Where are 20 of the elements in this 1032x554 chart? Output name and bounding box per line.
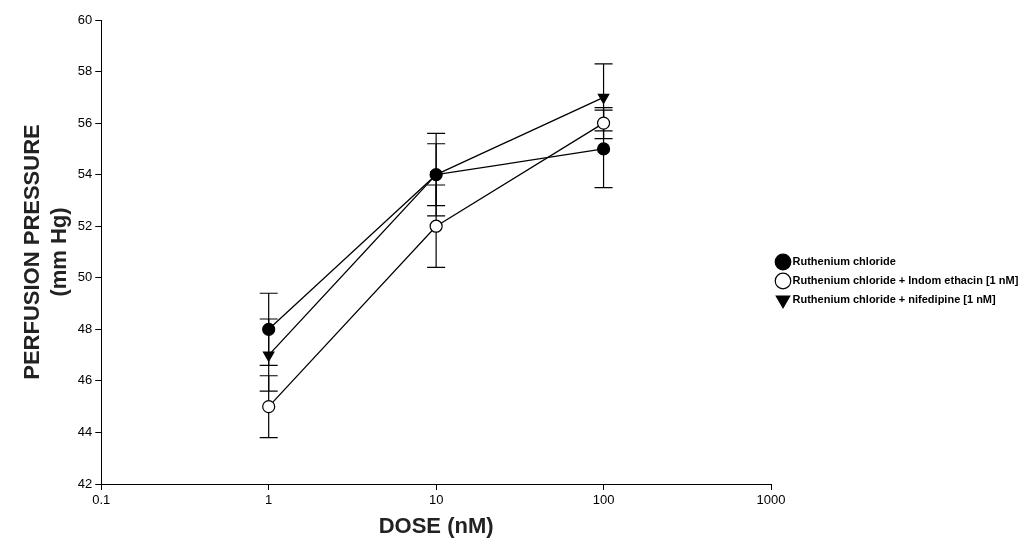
- y-tick-label: 44: [77, 424, 93, 440]
- legend-label: Ruthenium chloride + Indom ethacin [1 nM]: [792, 274, 1019, 287]
- y-tick-label: 42: [77, 475, 93, 491]
- x-tick-label: 1: [265, 492, 273, 508]
- legend-label: Ruthenium chloride + nifedipine [1 nM]: [792, 293, 997, 306]
- y-tick-label: 52: [77, 217, 93, 233]
- x-tick-label: 0.1: [92, 492, 111, 508]
- y-tick-label: 54: [77, 166, 93, 182]
- y-tick-label: 46: [77, 372, 93, 388]
- y-tick-label: 60: [77, 11, 93, 27]
- legend-label: Ruthenium chloride: [792, 255, 896, 268]
- x-axis-title: DOSE (nM): [378, 512, 494, 538]
- x-tick-label: 1000: [756, 492, 786, 508]
- y-tick-label: 56: [77, 114, 93, 130]
- x-tick-label: 100: [592, 492, 615, 508]
- y-axis-title: PERFUSION PRESSURE (mm Hg): [19, 124, 71, 380]
- y-tick-label: 48: [77, 320, 93, 336]
- y-tick-label: 50: [77, 269, 93, 285]
- y-tick-label: 58: [77, 63, 93, 79]
- x-tick-label: 10: [428, 492, 444, 508]
